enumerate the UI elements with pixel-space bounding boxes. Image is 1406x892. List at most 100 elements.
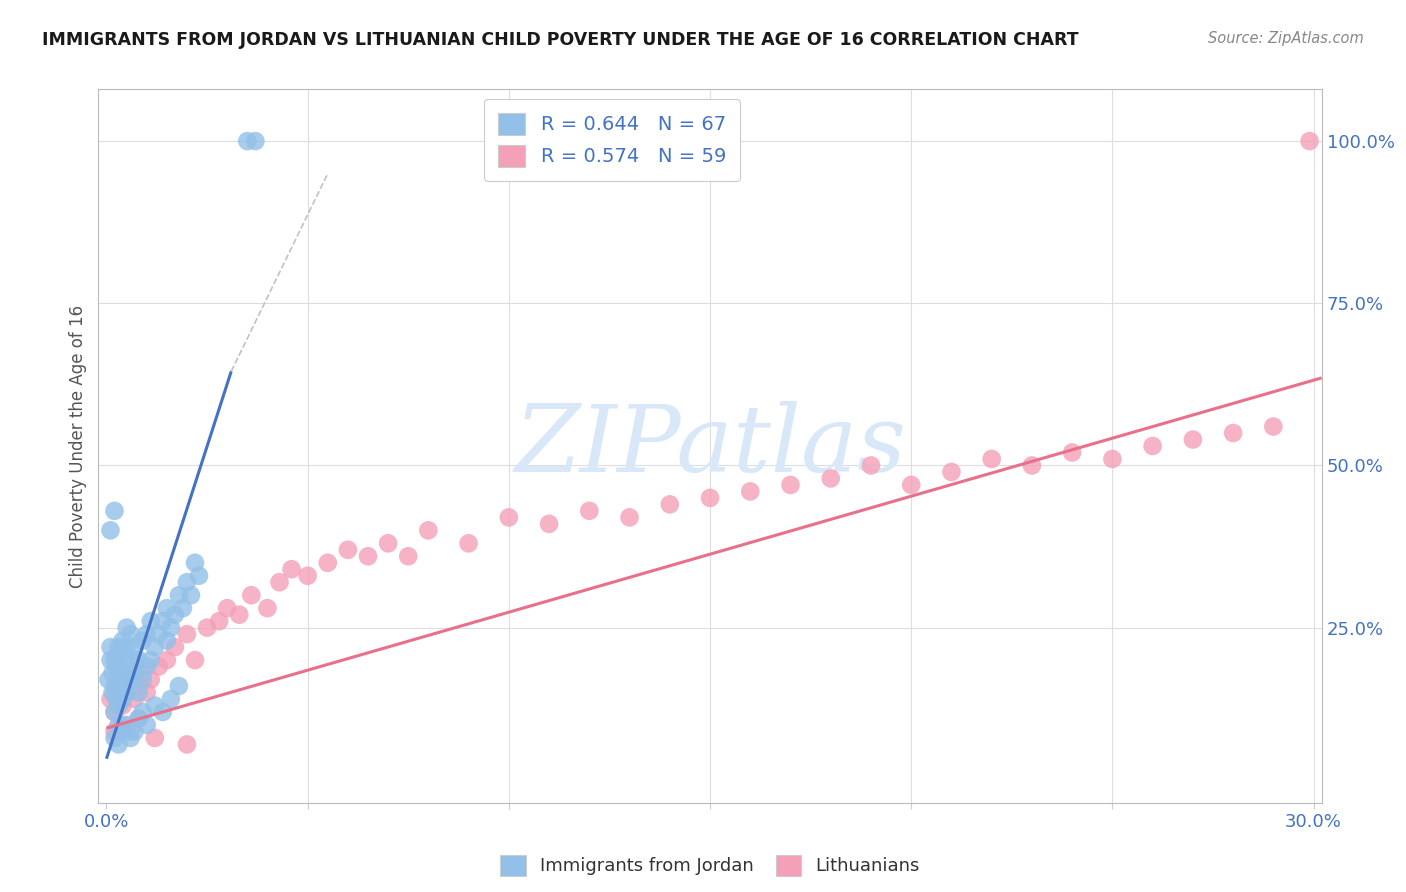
Point <box>779 478 801 492</box>
Point <box>156 633 179 648</box>
Point <box>115 640 138 654</box>
Point <box>172 601 194 615</box>
Point <box>124 666 146 681</box>
Point <box>1062 445 1084 459</box>
Point <box>114 653 136 667</box>
Point <box>167 588 190 602</box>
Point <box>128 679 150 693</box>
Point <box>111 692 134 706</box>
Point <box>107 698 129 713</box>
Point <box>658 497 681 511</box>
Point <box>120 673 142 687</box>
Point <box>152 705 174 719</box>
Point <box>115 685 138 699</box>
Point <box>120 731 142 745</box>
Point <box>107 718 129 732</box>
Point <box>152 614 174 628</box>
Point <box>115 621 138 635</box>
Point <box>176 738 198 752</box>
Point <box>97 673 120 687</box>
Point <box>980 452 1002 467</box>
Point <box>316 556 339 570</box>
Point <box>111 698 134 713</box>
Point <box>139 653 162 667</box>
Point <box>107 679 129 693</box>
Point <box>131 673 153 687</box>
Point <box>357 549 380 564</box>
Point <box>103 724 125 739</box>
Point <box>160 621 183 635</box>
Point <box>1142 439 1164 453</box>
Point <box>111 718 134 732</box>
Point <box>859 458 882 473</box>
Point <box>124 640 146 654</box>
Point <box>699 491 721 505</box>
Point <box>103 731 125 745</box>
Point <box>208 614 231 628</box>
Text: ZIPatlas: ZIPatlas <box>515 401 905 491</box>
Text: IMMIGRANTS FROM JORDAN VS LITHUANIAN CHILD POVERTY UNDER THE AGE OF 16 CORRELATI: IMMIGRANTS FROM JORDAN VS LITHUANIAN CHI… <box>42 31 1078 49</box>
Point <box>167 679 190 693</box>
Point <box>124 724 146 739</box>
Point <box>377 536 399 550</box>
Point <box>120 724 142 739</box>
Point <box>820 471 842 485</box>
Legend: Immigrants from Jordan, Lithuanians: Immigrants from Jordan, Lithuanians <box>489 844 931 887</box>
Point <box>245 134 267 148</box>
Point <box>941 465 963 479</box>
Point <box>103 679 125 693</box>
Point <box>111 633 134 648</box>
Point <box>105 692 128 706</box>
Point <box>269 575 291 590</box>
Point <box>457 536 479 550</box>
Point <box>115 685 138 699</box>
Point <box>107 673 129 687</box>
Point <box>538 516 561 531</box>
Point <box>498 510 520 524</box>
Point <box>111 666 134 681</box>
Point <box>128 653 150 667</box>
Point <box>297 568 319 582</box>
Point <box>148 627 170 641</box>
Point <box>107 640 129 654</box>
Point <box>101 666 124 681</box>
Point <box>256 601 278 615</box>
Point <box>143 698 166 713</box>
Point <box>1181 433 1204 447</box>
Point <box>1101 452 1123 467</box>
Point <box>103 705 125 719</box>
Point <box>180 588 202 602</box>
Point <box>1222 425 1244 440</box>
Point <box>135 685 157 699</box>
Point <box>900 478 922 492</box>
Point <box>103 653 125 667</box>
Point <box>619 510 641 524</box>
Point <box>280 562 302 576</box>
Point <box>135 718 157 732</box>
Point <box>120 653 142 667</box>
Point <box>139 673 162 687</box>
Point <box>184 653 207 667</box>
Point <box>131 666 153 681</box>
Point <box>396 549 419 564</box>
Point <box>1263 419 1285 434</box>
Text: Source: ZipAtlas.com: Source: ZipAtlas.com <box>1208 31 1364 46</box>
Point <box>195 621 218 635</box>
Point <box>236 134 259 148</box>
Point <box>176 575 198 590</box>
Point <box>100 692 122 706</box>
Point <box>107 738 129 752</box>
Point <box>131 705 153 719</box>
Point <box>240 588 263 602</box>
Point <box>128 711 150 725</box>
Point <box>111 724 134 739</box>
Point <box>228 607 250 622</box>
Y-axis label: Child Poverty Under the Age of 16: Child Poverty Under the Age of 16 <box>69 304 87 588</box>
Point <box>163 640 186 654</box>
Point <box>103 504 125 518</box>
Point <box>120 673 142 687</box>
Point <box>143 640 166 654</box>
Point <box>156 653 179 667</box>
Point <box>128 711 150 725</box>
Point <box>115 666 138 681</box>
